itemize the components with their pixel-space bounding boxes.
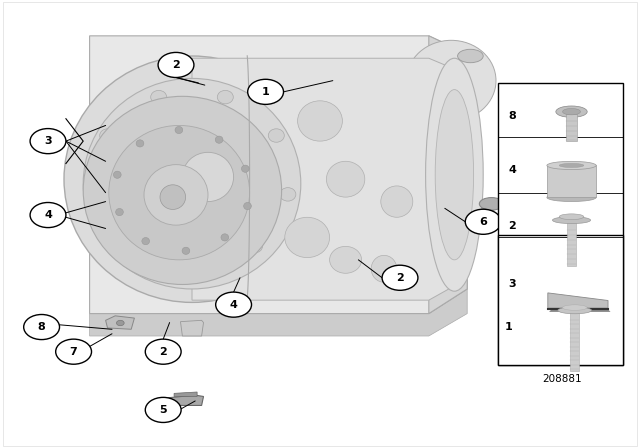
Ellipse shape xyxy=(298,101,342,141)
Ellipse shape xyxy=(83,96,282,284)
Ellipse shape xyxy=(221,234,228,241)
Ellipse shape xyxy=(326,161,365,197)
Ellipse shape xyxy=(88,188,104,201)
Text: 3: 3 xyxy=(44,136,52,146)
Ellipse shape xyxy=(556,106,588,117)
Circle shape xyxy=(216,292,252,317)
Polygon shape xyxy=(174,392,197,396)
Ellipse shape xyxy=(215,136,223,143)
Bar xyxy=(567,219,576,266)
Ellipse shape xyxy=(435,90,474,260)
Bar xyxy=(547,165,596,198)
Ellipse shape xyxy=(113,171,121,178)
Ellipse shape xyxy=(381,186,413,217)
Circle shape xyxy=(248,79,284,104)
Ellipse shape xyxy=(241,165,249,172)
Ellipse shape xyxy=(559,164,584,168)
Polygon shape xyxy=(192,58,461,300)
Ellipse shape xyxy=(144,165,208,225)
Text: 4: 4 xyxy=(44,210,52,220)
Text: 2: 2 xyxy=(396,273,404,283)
Text: 2: 2 xyxy=(159,347,167,357)
Polygon shape xyxy=(90,289,467,336)
Text: 8: 8 xyxy=(38,322,45,332)
Ellipse shape xyxy=(142,237,150,245)
Text: 4: 4 xyxy=(508,165,516,175)
Ellipse shape xyxy=(559,214,584,220)
Ellipse shape xyxy=(547,161,596,169)
Bar xyxy=(566,114,577,142)
Text: 7: 7 xyxy=(70,347,77,357)
Polygon shape xyxy=(106,316,134,329)
Polygon shape xyxy=(168,395,204,405)
Text: 208881: 208881 xyxy=(542,374,582,383)
Text: 4: 4 xyxy=(230,300,237,310)
Polygon shape xyxy=(180,320,204,336)
Text: 5: 5 xyxy=(159,405,167,415)
Circle shape xyxy=(30,129,66,154)
Text: 6: 6 xyxy=(479,217,487,227)
Ellipse shape xyxy=(458,49,483,63)
Polygon shape xyxy=(90,36,467,314)
Circle shape xyxy=(30,202,66,228)
Ellipse shape xyxy=(116,320,124,326)
Text: 3: 3 xyxy=(508,280,516,289)
Ellipse shape xyxy=(160,185,186,209)
Ellipse shape xyxy=(116,208,124,215)
Circle shape xyxy=(145,397,181,422)
Ellipse shape xyxy=(83,78,301,289)
Circle shape xyxy=(56,339,92,364)
Ellipse shape xyxy=(64,56,320,302)
FancyBboxPatch shape xyxy=(498,83,623,365)
Ellipse shape xyxy=(136,140,144,147)
Ellipse shape xyxy=(371,255,397,282)
Ellipse shape xyxy=(150,90,166,104)
Circle shape xyxy=(145,339,181,364)
Ellipse shape xyxy=(426,58,483,291)
Ellipse shape xyxy=(184,260,200,273)
FancyBboxPatch shape xyxy=(498,235,623,365)
Ellipse shape xyxy=(175,126,182,134)
Ellipse shape xyxy=(109,125,250,260)
Ellipse shape xyxy=(280,188,296,201)
Ellipse shape xyxy=(563,108,580,115)
Circle shape xyxy=(158,52,194,78)
Text: 1: 1 xyxy=(262,87,269,97)
Circle shape xyxy=(465,209,501,234)
Ellipse shape xyxy=(182,152,234,202)
Ellipse shape xyxy=(100,129,116,142)
Polygon shape xyxy=(429,36,467,314)
Polygon shape xyxy=(549,309,611,312)
Ellipse shape xyxy=(268,129,284,142)
Ellipse shape xyxy=(406,40,496,121)
Ellipse shape xyxy=(182,247,190,254)
Text: 1: 1 xyxy=(505,322,513,332)
Ellipse shape xyxy=(285,217,330,258)
Circle shape xyxy=(24,314,60,340)
Circle shape xyxy=(382,265,418,290)
Ellipse shape xyxy=(547,194,596,202)
Text: 2: 2 xyxy=(172,60,180,70)
Ellipse shape xyxy=(330,246,362,273)
Ellipse shape xyxy=(552,217,591,224)
Polygon shape xyxy=(548,293,608,308)
Ellipse shape xyxy=(479,198,504,210)
Ellipse shape xyxy=(563,305,587,310)
Bar xyxy=(570,308,579,371)
Text: 8: 8 xyxy=(508,112,516,121)
Ellipse shape xyxy=(122,239,138,253)
Ellipse shape xyxy=(246,239,262,253)
Ellipse shape xyxy=(218,90,234,104)
Ellipse shape xyxy=(244,202,252,210)
Text: 2: 2 xyxy=(508,221,516,231)
Ellipse shape xyxy=(558,307,591,314)
